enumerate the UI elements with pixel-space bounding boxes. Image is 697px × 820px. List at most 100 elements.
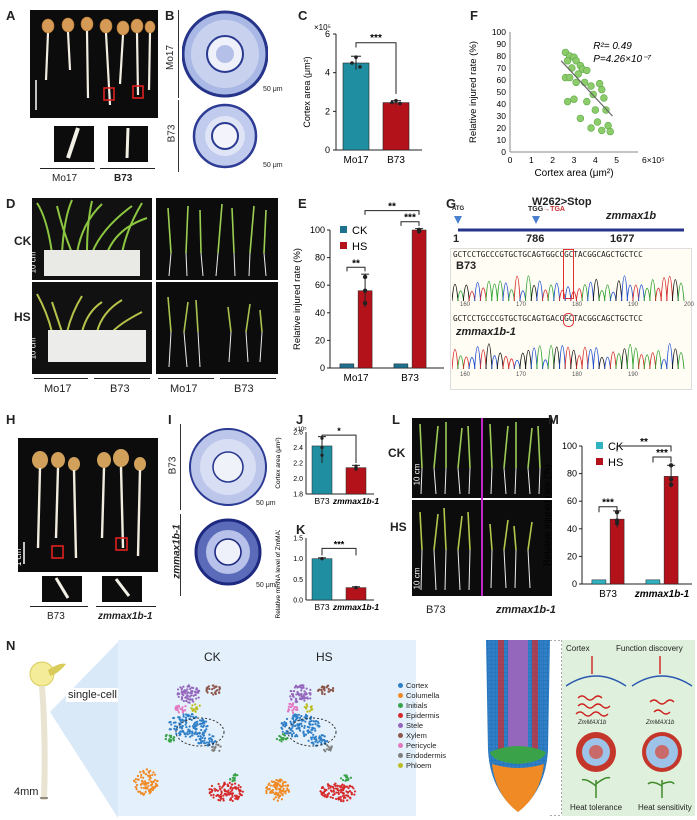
legend-label: CK	[352, 225, 368, 237]
peak	[479, 349, 487, 370]
cluster-stele	[194, 693, 197, 697]
cluster-columella	[274, 791, 277, 794]
cluster-stele	[180, 688, 183, 691]
label-hs-l: HS	[390, 520, 407, 534]
y-tick-label: 60	[497, 75, 507, 85]
cluster-epidermis	[239, 789, 242, 793]
cluster-initials	[279, 735, 282, 738]
cluster-epidermis	[324, 793, 327, 796]
cluster-xylem	[317, 689, 320, 692]
cluster-cortex	[297, 726, 300, 730]
cluster-columella	[147, 770, 150, 773]
ticks-row-2: 160 170 180 190	[452, 372, 688, 382]
cluster-cortex	[168, 721, 171, 724]
seq-b73: GCTCCTGCCCGTGCTGCAGTGGCCGCTACGGCAGCTGCTC…	[453, 250, 643, 259]
legend-dot	[398, 722, 403, 728]
cluster-stele	[177, 695, 180, 698]
legend-dot	[398, 732, 403, 738]
cluster-cortex	[311, 728, 314, 731]
root-tip-mo17	[54, 126, 94, 162]
peak	[570, 291, 578, 302]
cluster-columella	[139, 776, 143, 779]
peak	[457, 290, 465, 302]
cluster-stele	[305, 696, 308, 700]
cluster-cortex	[182, 731, 185, 734]
cluster-epidermis	[231, 793, 234, 796]
bar-ck-1	[645, 579, 661, 585]
data-point	[350, 61, 354, 65]
cluster-stele	[300, 689, 303, 692]
data-point	[668, 476, 674, 482]
cluster-epidermis	[329, 785, 332, 788]
legend-item: Phloem	[398, 760, 468, 770]
peak	[508, 358, 515, 370]
data-point	[358, 65, 362, 69]
cluster-epidermis	[343, 784, 346, 787]
legend-dot	[398, 742, 403, 748]
cluster-initials	[344, 775, 348, 778]
codon-change: TGG→TGA	[528, 206, 565, 213]
cluster-epidermis	[220, 797, 223, 800]
cluster-stele	[191, 698, 194, 701]
cluster-epidermis	[348, 790, 352, 793]
cluster-columella	[267, 783, 270, 787]
cluster-epidermis	[237, 788, 241, 792]
cluster-stele	[289, 695, 292, 698]
label-b73-b: B73	[166, 124, 178, 143]
chart-j: 1.8 2.0 2.2 2.4 2.6×10⁵ Cortex area (μm²) B73 z…	[275, 426, 379, 506]
seedling-illustration	[29, 661, 66, 801]
y-tick-label: 1.8	[293, 492, 303, 499]
chromatogram-label-zm: zmmax1b-1	[456, 326, 516, 338]
peak	[519, 290, 527, 302]
cluster-epidermis	[350, 791, 353, 794]
cluster-epidermis	[342, 800, 345, 803]
peak	[609, 351, 617, 370]
cluster-endodermis	[213, 746, 216, 750]
panel-b-label: B	[165, 8, 175, 23]
cluster-cortex	[204, 742, 207, 745]
cluster-columella	[269, 784, 272, 787]
cluster-stele	[179, 686, 182, 689]
cluster-initials	[229, 778, 232, 781]
cluster-stele	[188, 685, 191, 688]
cluster-cortex	[302, 732, 305, 735]
cluster-stele	[195, 691, 198, 694]
cluster-cortex	[310, 719, 313, 723]
cluster-cortex	[324, 740, 327, 744]
cluster-columella	[286, 787, 289, 790]
y-tick-label: 30	[497, 111, 507, 121]
cluster-pericycle	[291, 709, 294, 712]
cluster-cortex	[314, 735, 318, 738]
peak	[525, 349, 532, 370]
legend-label: Phloem	[406, 760, 432, 770]
chromatogram-trace-b73	[452, 275, 685, 302]
cluster-epidermis	[224, 793, 228, 796]
y-tick-label: 1.0	[293, 556, 303, 563]
peak	[547, 345, 555, 370]
cluster-cortex	[284, 725, 287, 728]
sig-stars: ***	[334, 539, 345, 549]
legend-label: HS	[352, 241, 367, 253]
chart-e: 0 20 40 60 80 100 Relative injured rate (%) Mo1…	[292, 202, 444, 384]
cluster-cortex	[195, 732, 199, 736]
cluster-pericycle	[179, 707, 182, 711]
cluster-cortex	[186, 733, 189, 736]
cluster-phloem	[195, 706, 198, 709]
legend-dot	[398, 752, 403, 758]
cluster-columella	[147, 785, 150, 788]
peak	[654, 287, 662, 302]
gene-pos-786: 786	[526, 233, 545, 245]
scatter-point	[606, 127, 614, 136]
cluster-columella	[139, 770, 142, 774]
cluster-phloem	[305, 703, 308, 706]
sig-stars: **	[388, 202, 396, 213]
cluster-epidermis	[346, 799, 349, 802]
cluster-columella	[280, 798, 283, 801]
legend-dot	[398, 692, 403, 698]
scale-50um-i1: 50 μm	[256, 500, 276, 507]
cluster-columella	[277, 796, 280, 799]
scatter-point	[563, 97, 572, 106]
tick-label: 160	[460, 372, 471, 378]
y-axis-label: Relative mRNA level of ZmMAX1b	[275, 530, 282, 618]
scatter-point	[580, 78, 589, 87]
